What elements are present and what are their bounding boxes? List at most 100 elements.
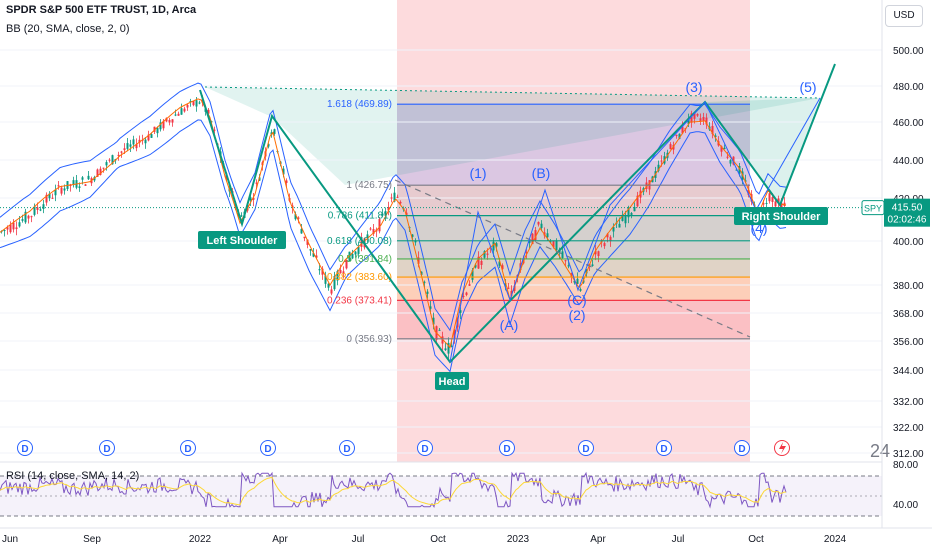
candle-body [690, 113, 693, 123]
candle-body [633, 206, 636, 212]
candle-body [423, 281, 426, 283]
candle-body [636, 195, 639, 207]
candle-body [21, 219, 24, 221]
symbol-title[interactable]: SPDR S&P 500 ETF TRUST, 1D, Arca [6, 4, 197, 16]
candle-body [366, 234, 369, 238]
time-axis-label: 2022 [189, 534, 212, 545]
candle-body [384, 211, 387, 216]
candle-body [447, 343, 450, 354]
rsi-indicator-label[interactable]: RSI (14, close, SMA, 14, 2) [6, 470, 140, 482]
candle-body [252, 197, 255, 200]
candle-body [390, 197, 393, 199]
candle-body [495, 243, 498, 247]
candle-body [360, 238, 363, 247]
wave-label: (3) [685, 79, 702, 95]
candle-body [36, 207, 39, 210]
candle-body [729, 159, 732, 164]
price-tick: 380.00 [893, 281, 924, 292]
time-axis-label: Oct [748, 534, 764, 545]
dividend-marker [99, 440, 115, 456]
fib-label: 0.236 (373.41) [327, 295, 392, 306]
candle-body [354, 251, 357, 255]
candle-body [303, 236, 306, 239]
dividend-marker [656, 440, 672, 456]
candle-body [270, 132, 273, 135]
candle-body [15, 227, 18, 230]
candle-body [483, 251, 486, 258]
candle-body [213, 129, 216, 131]
dividend-marker-label: D [264, 444, 271, 455]
candle-body [579, 289, 582, 291]
dividend-marker-label: D [343, 444, 350, 455]
candle-body [687, 117, 690, 124]
candle-body [369, 228, 372, 230]
candle-body [48, 193, 51, 199]
wave-label: (5) [799, 79, 816, 95]
candle-body [135, 143, 138, 149]
dividend-marker [734, 440, 750, 456]
candle-body [285, 180, 288, 183]
candle-body [681, 126, 684, 134]
candle-body [171, 119, 174, 123]
candle-body [426, 291, 429, 294]
dividend-marker [17, 440, 33, 456]
time-axis-label: Sep [83, 534, 101, 545]
candle-body [564, 260, 567, 262]
candle-body [372, 229, 375, 234]
candle-body [381, 213, 384, 216]
candle-body [768, 193, 771, 202]
candle-body [561, 251, 564, 259]
candle-body [573, 280, 576, 283]
candle-body [459, 310, 462, 313]
candle-body [327, 283, 330, 288]
dividend-marker [260, 440, 276, 456]
candle-body [54, 189, 57, 196]
candle-body [609, 236, 612, 242]
candle-body [429, 306, 432, 309]
price-tick: 500.00 [893, 46, 924, 57]
candle-body [345, 259, 348, 269]
candle-body [735, 169, 738, 171]
candle-body [627, 207, 630, 218]
bollinger-indicator-label[interactable]: BB (20, SMA, close, 2, 0) [6, 23, 130, 35]
wave-label: (2) [568, 307, 585, 323]
candle-body [660, 160, 663, 162]
fib-zone [397, 240, 750, 259]
dividend-marker [499, 440, 515, 456]
candle-body [189, 100, 192, 102]
price-tick: 344.00 [893, 366, 924, 377]
candle-body [240, 215, 243, 217]
candle-body [396, 196, 399, 198]
candle-body [747, 189, 750, 195]
candle-body [339, 270, 342, 274]
fib-label: 0.618 (400.08) [327, 236, 392, 247]
candle-body [192, 100, 195, 106]
candle-body [267, 143, 270, 147]
candle-body [183, 108, 186, 112]
candle-body [411, 234, 414, 237]
candle-body [420, 271, 423, 275]
candle-body [186, 104, 189, 108]
candle-body [297, 217, 300, 219]
candle-body [312, 253, 315, 257]
price-tick: 322.00 [893, 423, 924, 434]
candle-body [537, 222, 540, 225]
candle-body [351, 253, 354, 259]
candle-body [405, 212, 408, 216]
candle-body [255, 182, 258, 184]
currency-selector[interactable]: USD [885, 5, 923, 27]
candle-body [528, 240, 531, 243]
candle-body [105, 162, 108, 166]
candle-body [282, 168, 285, 175]
time-axis-label: Jul [352, 534, 365, 545]
candle-body [510, 290, 513, 296]
candle-body [417, 257, 420, 264]
candle-body [51, 197, 54, 199]
candle-body [657, 164, 660, 171]
candle-body [6, 227, 9, 230]
candle-body [453, 329, 456, 338]
candle-body [603, 243, 606, 247]
price-tick: 356.00 [893, 337, 924, 348]
price-tick: 332.00 [893, 397, 924, 408]
